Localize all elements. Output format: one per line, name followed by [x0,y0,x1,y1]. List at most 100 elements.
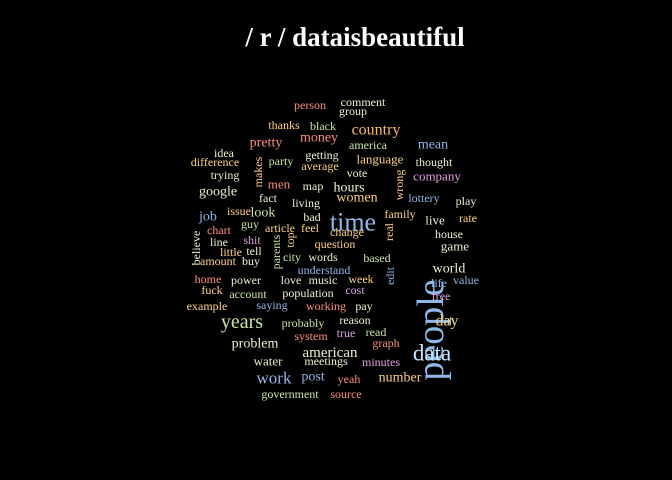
word-play: play [456,194,477,208]
word-true: true [337,326,356,340]
word-reason: reason [339,313,370,327]
word-post: post [301,370,324,385]
word-trying: trying [211,168,240,182]
word-line: line [210,235,228,249]
word-parents: parents [269,234,283,269]
word-map: map [303,179,324,193]
word-based: based [363,251,390,265]
word-change: change [330,225,364,239]
word-country: country [352,122,401,139]
word-living: living [292,196,320,210]
word-account: account [229,287,267,301]
word-working: working [306,299,346,313]
word-pretty: pretty [250,136,283,151]
word-women: women [336,191,377,206]
word-life: life [431,276,447,290]
word-work: work [257,369,292,388]
word-guy: guy [241,217,259,231]
word-rate: rate [459,211,477,225]
word-issue: issue [227,204,251,218]
word-america: america [349,138,388,152]
word-feel: feel [301,221,320,235]
word-government: government [261,387,319,401]
word-wrong: wrong [392,170,406,201]
word-shit: shit [243,233,261,247]
word-american: american [303,345,358,361]
word-words: words [308,250,338,264]
word-game: game [441,239,469,254]
word-thanks: thanks [268,118,300,132]
word-language: language [357,152,404,167]
word-job: job [198,210,217,225]
word-question: question [315,237,356,251]
word-read: read [366,325,387,339]
word-chart: chart [207,223,232,237]
word-live: live [425,213,445,228]
word-cost: cost [345,283,365,297]
word-little: little [220,245,242,259]
word-fact: fact [259,191,278,205]
word-men: men [268,177,291,192]
word-company: company [413,169,461,184]
word-family: family [384,207,415,221]
word-mean: mean [418,138,448,153]
word-free: free [432,289,451,303]
word-average: average [301,159,338,173]
word-people: people [410,279,452,380]
word-google: google [199,185,237,200]
word-edit: edit [383,266,397,285]
word-saying: saying [256,298,287,312]
word-fuck: fuck [201,283,222,297]
word-understand: understand [298,263,351,277]
word-amount: amount [200,254,237,268]
word-value: value [453,273,479,287]
word-music: music [309,273,338,287]
word-money: money [300,131,338,146]
word-years: years [221,311,263,333]
word-world: world [433,262,466,277]
word-city: city [283,250,301,264]
word-system: system [294,329,328,343]
word-buy: buy [242,254,260,268]
word-lottery: lottery [408,191,439,205]
word-hours: hours [333,181,364,196]
word-article: article [265,221,295,235]
word-data: data [413,341,451,366]
word-power: power [231,273,261,287]
word-difference: difference [191,155,239,169]
word-number: number [379,371,422,386]
word-makes: makes [251,156,265,187]
word-meetings: meetings [304,354,348,368]
word-example: example [187,299,228,313]
word-source: source [330,387,361,401]
word-top: top [283,232,297,247]
word-believe: believe [189,231,203,266]
word-home: home [195,272,222,286]
word-day: day [435,313,458,330]
word-minutes: minutes [362,355,400,369]
word-vote: vote [347,166,368,180]
word-comment: comment [341,95,386,109]
word-idea: idea [214,146,235,160]
word-time: time [330,208,376,237]
word-party: party [269,154,294,168]
word-population: population [282,286,333,300]
word-look: look [251,206,276,221]
word-getting: getting [305,148,338,162]
word-water: water [254,354,284,369]
word-probably: probably [282,316,325,330]
word-bad: bad [303,210,320,224]
word-black: black [310,119,336,133]
word-yeah: yeah [338,372,361,386]
word-pay: pay [355,299,372,313]
word-person: person [294,98,326,112]
word-graph: graph [372,336,399,350]
word-group: group [339,104,367,118]
word-thought: thought [416,155,453,169]
word-tell: tell [246,244,262,258]
chart-title: / r / dataisbeautiful [245,22,465,52]
word-problem: problem [232,337,279,352]
word-real: real [382,222,396,241]
word-love: love [281,273,302,287]
